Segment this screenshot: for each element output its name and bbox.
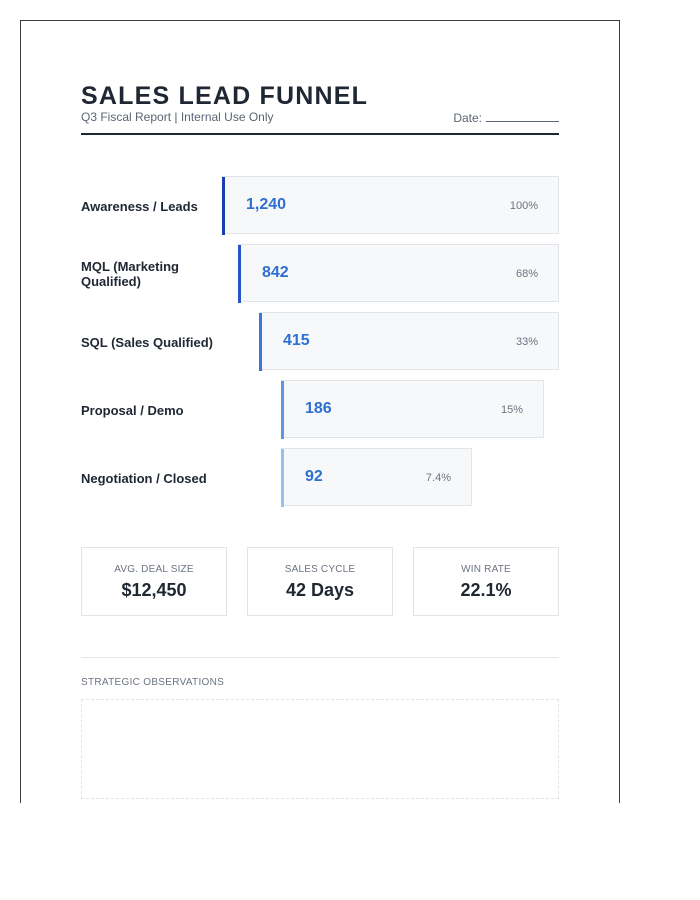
stage-percent: 15% — [500, 404, 523, 416]
stage-count: 1,240 — [246, 196, 287, 213]
stage-label: Negotiation / Closed — [81, 470, 207, 486]
stage-percent: 68% — [515, 268, 538, 280]
report-sheet: SALES LEAD FUNNEL Q3 Fiscal Report | Int… — [20, 20, 620, 803]
stage-count: 186 — [305, 400, 332, 417]
section-divider — [81, 657, 559, 658]
observations-notes-area[interactable] — [81, 699, 559, 799]
stage-bar: 92 7.4% — [281, 448, 472, 507]
stage-bar: 415 33% — [259, 312, 559, 371]
stage-accent-bar — [238, 245, 241, 303]
observations-heading: STRATEGIC OBSERVATIONS — [81, 677, 225, 688]
kpi-card-win-rate: WIN RATE 22.1% — [413, 547, 559, 616]
stage-label: Awareness / Leads — [81, 198, 198, 214]
report-subtitle: Q3 Fiscal Report | Internal Use Only — [81, 110, 274, 124]
stage-label: SQL (Sales Qualified) — [81, 334, 213, 350]
funnel-stage-sql: SQL (Sales Qualified) 415 33% — [81, 312, 559, 372]
stage-accent-bar — [281, 449, 284, 507]
date-field: Date: — [453, 110, 559, 125]
kpi-label: SALES CYCLE — [284, 564, 356, 575]
kpi-value: 22.1% — [460, 580, 512, 600]
kpi-value: 42 Days — [285, 580, 355, 600]
stage-count: 415 — [283, 332, 310, 349]
funnel-stage-proposal: Proposal / Demo 186 15% — [81, 380, 559, 440]
funnel-stage-negotiation: Negotiation / Closed 92 7.4% — [81, 448, 559, 508]
stage-bar: 842 68% — [238, 244, 559, 303]
stage-percent: 33% — [515, 336, 538, 348]
report-title: SALES LEAD FUNNEL — [81, 82, 369, 110]
stage-count: 92 — [305, 468, 323, 485]
stage-accent-bar — [222, 177, 225, 235]
kpi-label: WIN RATE — [461, 564, 511, 575]
stage-percent: 100% — [509, 200, 538, 212]
kpi-label: AVG. DEAL SIZE — [114, 564, 194, 575]
funnel-stage-awareness: Awareness / Leads 1,240 100% — [81, 176, 559, 236]
date-blank-line[interactable] — [486, 110, 559, 122]
stage-bar: 1,240 100% — [222, 176, 559, 235]
stage-percent: 7.4% — [425, 472, 451, 484]
stage-bar: 186 15% — [281, 380, 544, 439]
kpi-card-sales-cycle: SALES CYCLE 42 Days — [247, 547, 393, 616]
stage-accent-bar — [259, 313, 262, 371]
date-label: Date: — [453, 111, 482, 125]
stage-count: 842 — [262, 264, 289, 281]
kpi-card-avg-deal-size: AVG. DEAL SIZE $12,450 — [81, 547, 227, 616]
header-divider — [81, 133, 559, 135]
kpi-value: $12,450 — [121, 580, 187, 600]
funnel-stage-mql: MQL (Marketing Qualified) 842 68% — [81, 244, 559, 304]
stage-label: MQL (Marketing Qualified) — [81, 259, 179, 289]
stage-label: Proposal / Demo — [81, 402, 184, 418]
stage-accent-bar — [281, 381, 284, 439]
